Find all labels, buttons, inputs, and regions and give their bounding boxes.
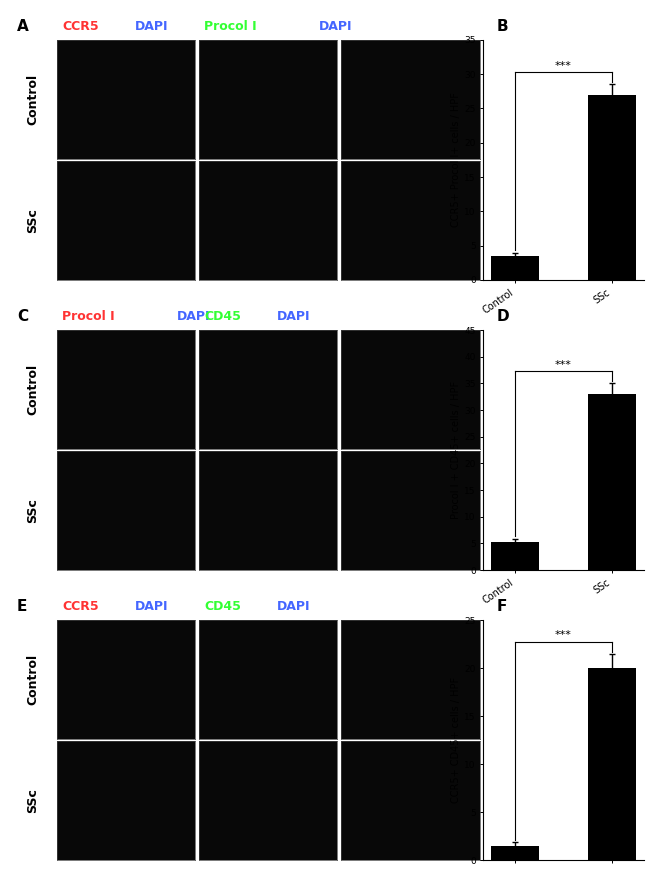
Text: DAPI: DAPI xyxy=(277,310,311,323)
Text: Merge: Merge xyxy=(380,310,424,323)
Text: CD45: CD45 xyxy=(205,600,241,614)
Text: DAPI: DAPI xyxy=(277,600,311,614)
Text: DAPI: DAPI xyxy=(135,20,168,33)
Text: SSc: SSc xyxy=(27,788,40,813)
Text: E: E xyxy=(17,600,27,614)
Text: /: / xyxy=(287,20,300,33)
Text: SSc: SSc xyxy=(27,498,40,523)
Bar xyxy=(491,846,540,860)
Bar xyxy=(588,95,636,280)
Text: CD45: CD45 xyxy=(205,310,241,323)
Y-axis label: CCR5+ Procol I+ cells / HPF: CCR5+ Procol I+ cells / HPF xyxy=(452,92,461,228)
Text: Merge: Merge xyxy=(380,20,424,33)
Text: /: / xyxy=(104,20,116,33)
Text: Procol I: Procol I xyxy=(62,310,115,323)
Text: ***: *** xyxy=(555,360,572,369)
Text: Procol I: Procol I xyxy=(205,20,257,33)
Text: CCR5: CCR5 xyxy=(62,600,99,614)
Y-axis label: CCR5+ CD45+ cells / HPF: CCR5+ CD45+ cells / HPF xyxy=(452,677,461,803)
Text: C: C xyxy=(17,309,28,324)
Bar xyxy=(491,255,540,280)
Text: Control: Control xyxy=(27,364,40,415)
Text: D: D xyxy=(496,309,509,324)
Text: Control: Control xyxy=(27,74,40,125)
Y-axis label: Procol I + CD45+ cells / HPF: Procol I + CD45+ cells / HPF xyxy=(452,381,461,519)
Text: Control: Control xyxy=(27,654,40,706)
Text: /: / xyxy=(104,600,116,614)
Text: F: F xyxy=(496,600,506,614)
Text: SSc: SSc xyxy=(27,208,40,233)
Text: A: A xyxy=(17,19,29,34)
Text: /: / xyxy=(246,310,258,323)
Bar xyxy=(491,542,540,570)
Text: DAPI: DAPI xyxy=(318,20,352,33)
Text: DAPI: DAPI xyxy=(135,600,168,614)
Text: DAPI: DAPI xyxy=(177,310,210,323)
Text: ***: *** xyxy=(555,61,572,70)
Bar xyxy=(588,395,636,570)
Text: Merge: Merge xyxy=(380,600,424,614)
Text: /: / xyxy=(146,310,158,323)
Text: B: B xyxy=(496,19,508,34)
Text: CCR5: CCR5 xyxy=(62,20,99,33)
Text: /: / xyxy=(246,600,258,614)
Bar xyxy=(588,668,636,860)
Text: ***: *** xyxy=(555,630,572,640)
